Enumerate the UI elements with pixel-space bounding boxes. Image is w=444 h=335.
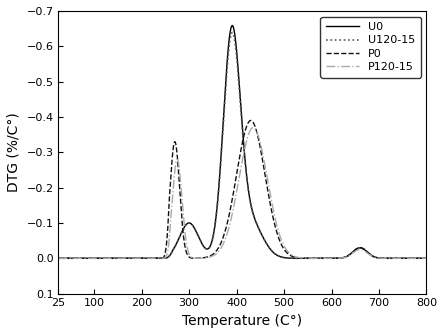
Line: P120-15: P120-15 <box>59 128 427 258</box>
Line: U120-15: U120-15 <box>59 32 427 258</box>
Y-axis label: DTG (%/C°): DTG (%/C°) <box>7 113 21 192</box>
P0 <box>56 256 61 260</box>
P0 <box>424 256 429 260</box>
U0 <box>394 256 400 260</box>
P120-15 <box>250 126 256 130</box>
X-axis label: Temperature (C°): Temperature (C°) <box>182 314 302 328</box>
U120-15 <box>214 216 219 220</box>
Line: P0: P0 <box>59 121 427 258</box>
P120-15 <box>424 256 429 260</box>
U0 <box>412 256 418 260</box>
U120-15 <box>56 256 61 260</box>
P120-15 <box>412 256 418 260</box>
U120-15 <box>230 30 235 35</box>
U120-15 <box>231 32 236 37</box>
P0 <box>412 256 418 260</box>
U0 <box>424 256 429 260</box>
Line: U0: U0 <box>59 25 427 258</box>
P0 <box>323 256 329 260</box>
U0 <box>231 25 236 29</box>
U0 <box>323 256 329 260</box>
P120-15 <box>231 207 236 211</box>
P120-15 <box>56 256 61 260</box>
U120-15 <box>412 256 418 260</box>
Legend: U0, U120-15, P0, P120-15: U0, U120-15, P0, P120-15 <box>321 16 421 78</box>
P0 <box>248 119 254 123</box>
P0 <box>231 191 236 195</box>
U0 <box>210 234 216 239</box>
U120-15 <box>424 256 429 260</box>
P0 <box>210 252 216 256</box>
U120-15 <box>323 256 329 260</box>
U120-15 <box>210 235 216 239</box>
P0 <box>394 256 400 260</box>
P120-15 <box>214 252 219 256</box>
P120-15 <box>394 256 400 260</box>
U0 <box>230 23 235 27</box>
U0 <box>56 256 61 260</box>
P0 <box>214 249 219 253</box>
U120-15 <box>394 256 400 260</box>
U0 <box>214 215 219 219</box>
P120-15 <box>210 254 216 258</box>
P120-15 <box>323 256 329 260</box>
